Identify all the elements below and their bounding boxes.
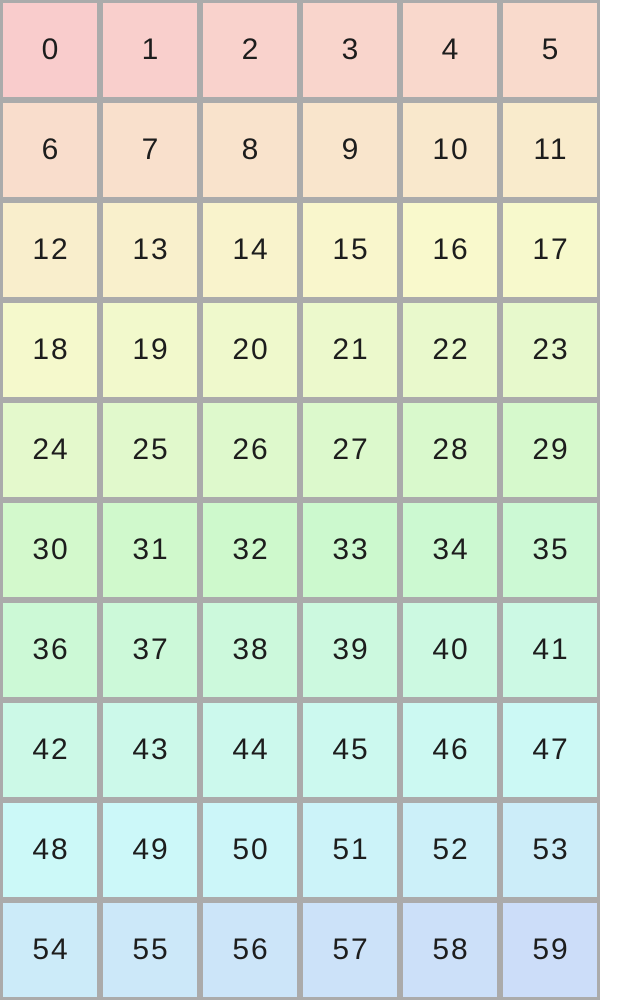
grid-cell-33: 33 (303, 503, 397, 597)
grid-cell-57: 57 (303, 903, 397, 997)
grid-cell-26: 26 (203, 403, 297, 497)
grid-cell-24: 24 (3, 403, 97, 497)
grid-cell-1: 1 (103, 3, 197, 97)
grid-cell-20: 20 (203, 303, 297, 397)
grid-cell-35: 35 (503, 503, 597, 597)
grid-cell-8: 8 (203, 103, 297, 197)
grid-cell-21: 21 (303, 303, 397, 397)
grid-cell-9: 9 (303, 103, 397, 197)
grid-cell-3: 3 (303, 3, 397, 97)
grid-cell-34: 34 (403, 503, 497, 597)
grid-cell-29: 29 (503, 403, 597, 497)
grid-cell-15: 15 (303, 203, 397, 297)
grid-cell-59: 59 (503, 903, 597, 997)
grid-cell-58: 58 (403, 903, 497, 997)
grid-cell-16: 16 (403, 203, 497, 297)
grid-cell-4: 4 (403, 3, 497, 97)
grid-cell-30: 30 (3, 503, 97, 597)
grid-cell-42: 42 (3, 703, 97, 797)
grid-cell-37: 37 (103, 603, 197, 697)
grid-cell-14: 14 (203, 203, 297, 297)
grid-cell-19: 19 (103, 303, 197, 397)
grid-cell-10: 10 (403, 103, 497, 197)
grid-cell-50: 50 (203, 803, 297, 897)
grid-cell-40: 40 (403, 603, 497, 697)
grid-cell-12: 12 (3, 203, 97, 297)
grid-cell-25: 25 (103, 403, 197, 497)
grid-cell-45: 45 (303, 703, 397, 797)
grid-cell-39: 39 (303, 603, 397, 697)
grid-cell-43: 43 (103, 703, 197, 797)
grid-cell-51: 51 (303, 803, 397, 897)
grid-cell-48: 48 (3, 803, 97, 897)
grid-cell-28: 28 (403, 403, 497, 497)
grid-cell-54: 54 (3, 903, 97, 997)
grid-cell-55: 55 (103, 903, 197, 997)
grid-cell-5: 5 (503, 3, 597, 97)
grid-cell-6: 6 (3, 103, 97, 197)
grid-cell-0: 0 (3, 3, 97, 97)
grid-cell-38: 38 (203, 603, 297, 697)
grid-cell-56: 56 (203, 903, 297, 997)
grid-cell-49: 49 (103, 803, 197, 897)
grid-cell-17: 17 (503, 203, 597, 297)
grid-cell-23: 23 (503, 303, 597, 397)
number-color-grid: 0 1 2 3 4 5 6 7 8 9 10 11 12 13 14 15 16 17 18 19 20 21 22 23 24… (0, 0, 600, 1000)
grid-cell-7: 7 (103, 103, 197, 197)
grid-cell-18: 18 (3, 303, 97, 397)
grid-cell-47: 47 (503, 703, 597, 797)
grid-cell-2: 2 (203, 3, 297, 97)
grid-cell-22: 22 (403, 303, 497, 397)
grid-cell-32: 32 (203, 503, 297, 597)
grid-cell-27: 27 (303, 403, 397, 497)
grid-cell-11: 11 (503, 103, 597, 197)
grid-cell-46: 46 (403, 703, 497, 797)
grid-cell-53: 53 (503, 803, 597, 897)
grid-cell-31: 31 (103, 503, 197, 597)
grid-cell-52: 52 (403, 803, 497, 897)
grid-cell-13: 13 (103, 203, 197, 297)
grid-cell-41: 41 (503, 603, 597, 697)
grid-cell-44: 44 (203, 703, 297, 797)
grid-cell-36: 36 (3, 603, 97, 697)
